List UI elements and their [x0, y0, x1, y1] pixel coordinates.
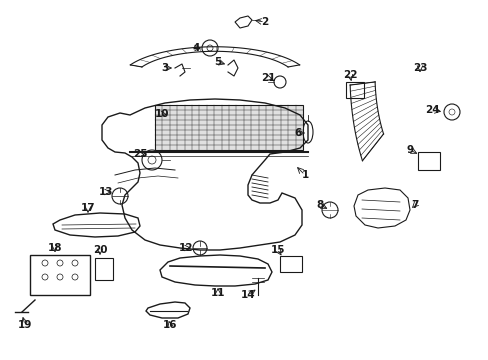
FancyBboxPatch shape [155, 105, 303, 150]
Text: 13: 13 [99, 187, 113, 197]
Text: 22: 22 [342, 70, 357, 80]
Text: 8: 8 [316, 200, 323, 210]
Text: 18: 18 [48, 243, 62, 253]
Text: 2: 2 [261, 17, 268, 27]
Text: 21: 21 [260, 73, 275, 83]
Text: 6: 6 [294, 128, 301, 138]
Text: 4: 4 [192, 43, 199, 53]
Text: 7: 7 [410, 200, 418, 210]
Text: 23: 23 [412, 63, 427, 73]
Text: 14: 14 [240, 290, 255, 300]
Text: 12: 12 [179, 243, 193, 253]
Text: 1: 1 [301, 170, 308, 180]
Text: 17: 17 [81, 203, 95, 213]
Text: 11: 11 [210, 288, 225, 298]
Text: 3: 3 [161, 63, 168, 73]
Text: 20: 20 [93, 245, 107, 255]
Text: 24: 24 [424, 105, 438, 115]
Text: 25: 25 [132, 149, 147, 159]
Text: 10: 10 [154, 109, 169, 119]
Text: 5: 5 [214, 57, 221, 67]
Text: 16: 16 [163, 320, 177, 330]
Text: 19: 19 [18, 320, 32, 330]
Text: 15: 15 [270, 245, 285, 255]
Text: 9: 9 [406, 145, 413, 155]
